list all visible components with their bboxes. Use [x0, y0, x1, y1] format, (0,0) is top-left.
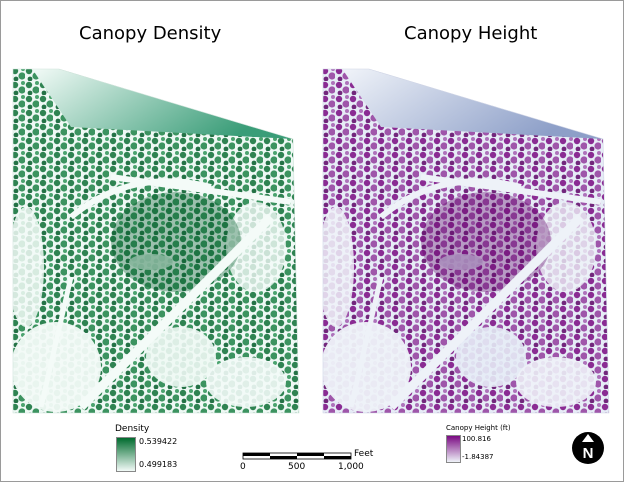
scale-tick-0: 0 [240, 462, 246, 472]
height-color-ramp [446, 435, 461, 463]
canopy-density-map [12, 68, 300, 414]
scale-bar [242, 452, 352, 460]
north-letter: N [583, 445, 594, 462]
height-legend-high: 100.816 [462, 435, 491, 443]
density-legend-title: Density [115, 424, 150, 434]
density-color-ramp [116, 437, 136, 472]
density-legend-low: 0.499183 [139, 460, 178, 469]
scale-tick-500: 500 [288, 462, 306, 472]
height-legend-low: -1.84387 [462, 453, 494, 461]
north-arrow-icon: N [572, 432, 604, 464]
scale-tick-1000: 1,000 [338, 462, 364, 472]
density-legend-high: 0.539422 [139, 437, 178, 446]
density-map-title: Canopy Density [79, 23, 222, 44]
scale-unit-label: Feet [354, 449, 374, 459]
height-map-title: Canopy Height [404, 23, 538, 44]
height-legend-title: Canopy Height (ft) [446, 424, 511, 432]
canopy-height-map [322, 68, 610, 414]
